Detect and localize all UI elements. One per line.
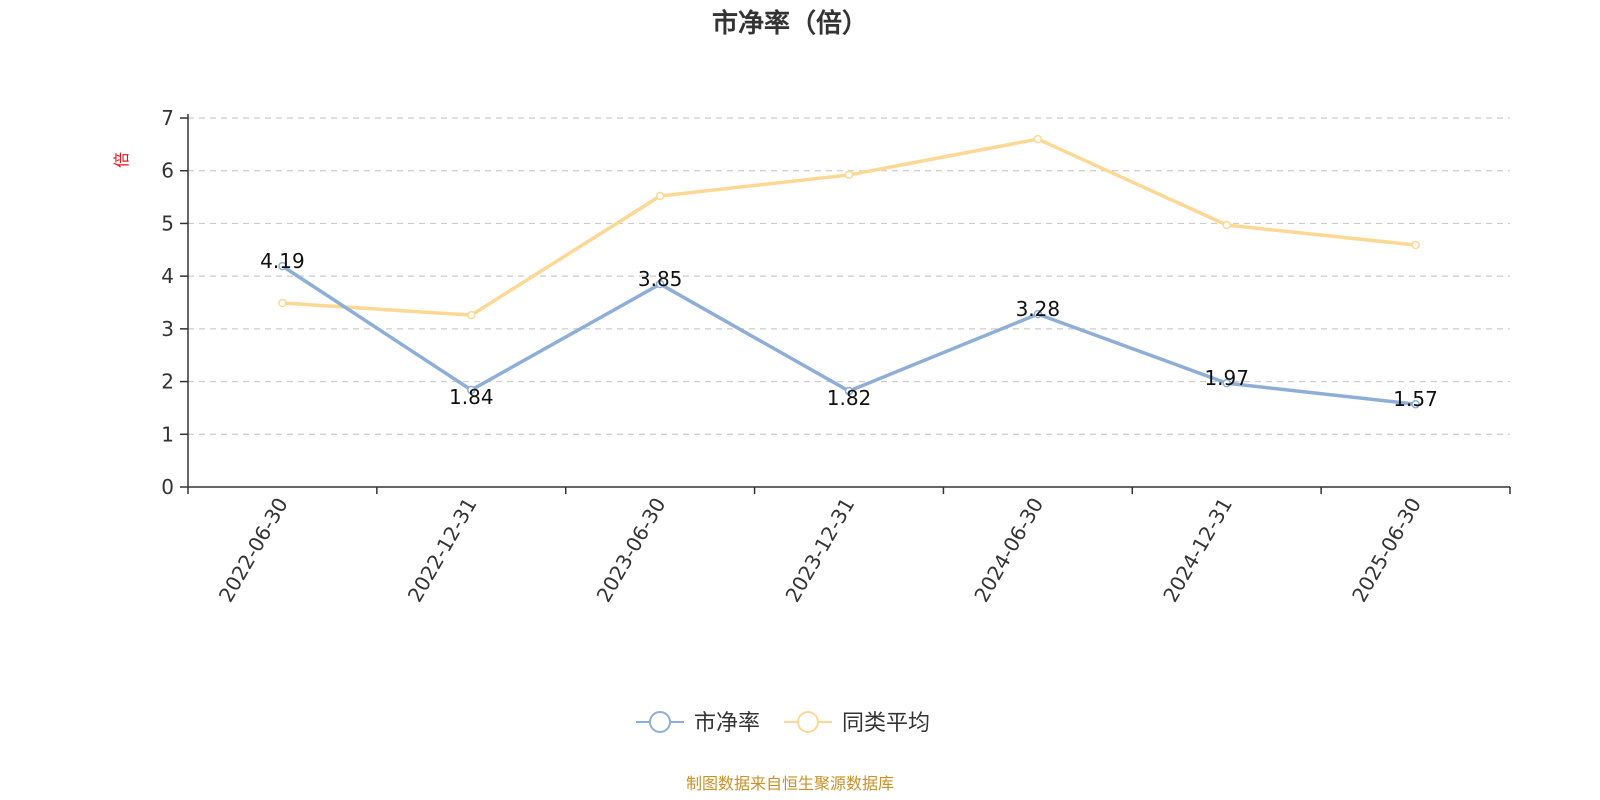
data-label: 1.84 (449, 385, 494, 409)
y-tick-label: 6 (161, 159, 174, 183)
legend-label: 同类平均 (842, 711, 930, 736)
series-layer (278, 134, 1420, 409)
axes: 0 1 2 3 4 5 6 7 2022-06-30 2022-12-31 2023-06-30 20… (161, 106, 1511, 607)
x-tick-label: 2022-06-30 (214, 494, 293, 607)
legend-item-1[interactable]: 同类平均 (784, 711, 930, 736)
source-note: 制图数据来自恒生聚源数据库 (686, 774, 894, 793)
data-label: 1.97 (1204, 366, 1249, 390)
data-point (844, 170, 854, 180)
legend[interactable]: 市净率 同类平均 (636, 711, 930, 736)
x-tick-label: 2024-06-30 (969, 494, 1048, 607)
y-tick-label: 4 (161, 264, 174, 288)
x-tick-label: 2025-06-30 (1347, 494, 1426, 607)
data-label: 3.85 (638, 267, 683, 291)
data-point (1033, 309, 1043, 319)
y-tick-label: 3 (161, 317, 174, 341)
legend-item-0[interactable]: 市净率 (636, 711, 760, 736)
legend-marker (649, 711, 671, 733)
data-point (467, 310, 476, 320)
y-tick-label: 5 (161, 211, 174, 235)
y-tick-label: 0 (161, 475, 174, 499)
data-point (1411, 399, 1420, 409)
data-label: 1.82 (827, 386, 872, 410)
x-tick-label: 2023-12-31 (780, 494, 859, 607)
y-tick-label: 7 (161, 106, 174, 130)
data-point (1411, 240, 1420, 250)
data-label: 4.19 (260, 249, 305, 273)
y-axis-label: 倍 (112, 152, 131, 168)
chart-title: 市净率（倍） (712, 8, 868, 39)
data-point (467, 385, 476, 395)
legend-label: 市净率 (694, 711, 760, 736)
data-point (1033, 134, 1043, 144)
data-point (278, 298, 287, 308)
x-tick-label: 2023-06-30 (592, 494, 671, 607)
data-point (844, 386, 854, 396)
data-label: 1.57 (1393, 387, 1438, 411)
data-label: 3.28 (1016, 297, 1061, 321)
data-point (278, 261, 287, 271)
legend-marker (797, 711, 819, 733)
y-tick-label: 1 (161, 422, 174, 446)
series-line-1 (282, 137, 1416, 317)
x-tick-label: 2024-12-31 (1158, 494, 1237, 607)
y-tick-label: 2 (161, 370, 174, 394)
x-tick-label: 2022-12-31 (403, 494, 482, 607)
data-point (655, 279, 665, 289)
data-point (1222, 220, 1231, 230)
data-labels: 4.19 1.84 3.85 1.82 3.28 1.97 1.57 (260, 249, 1438, 411)
data-point (1222, 378, 1231, 388)
data-point (655, 191, 665, 201)
